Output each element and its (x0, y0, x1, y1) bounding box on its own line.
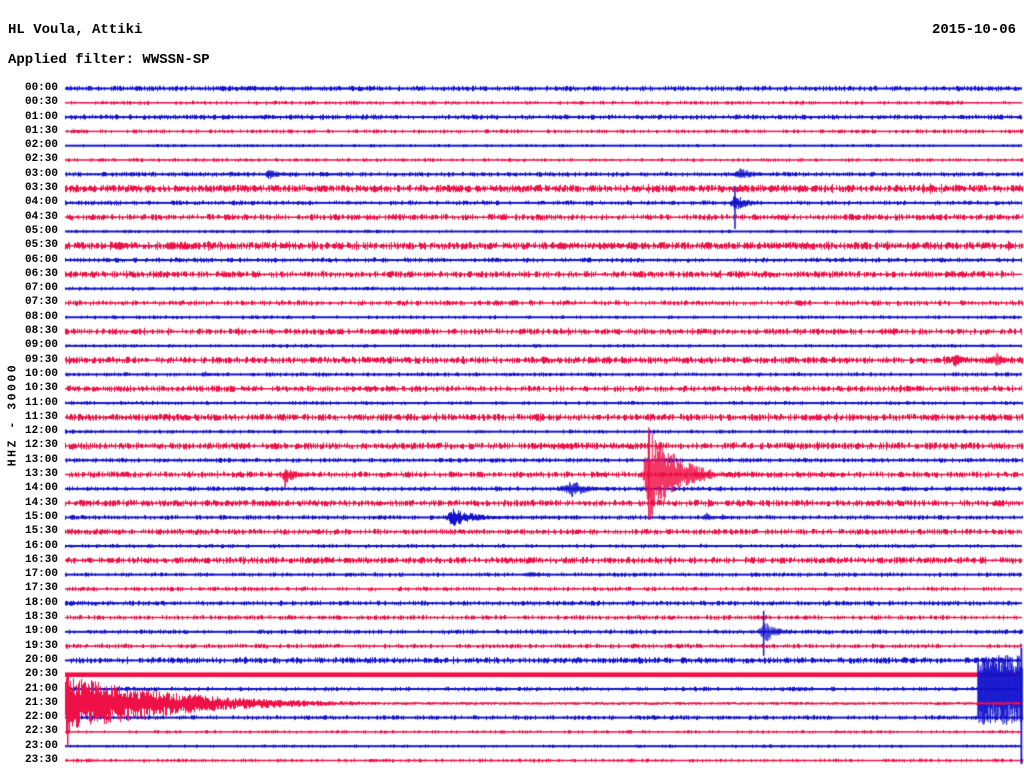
helicorder-page: HL Voula, Attiki 2015-10-06 Applied filt… (0, 0, 1024, 780)
seismogram-canvas (0, 0, 1024, 780)
